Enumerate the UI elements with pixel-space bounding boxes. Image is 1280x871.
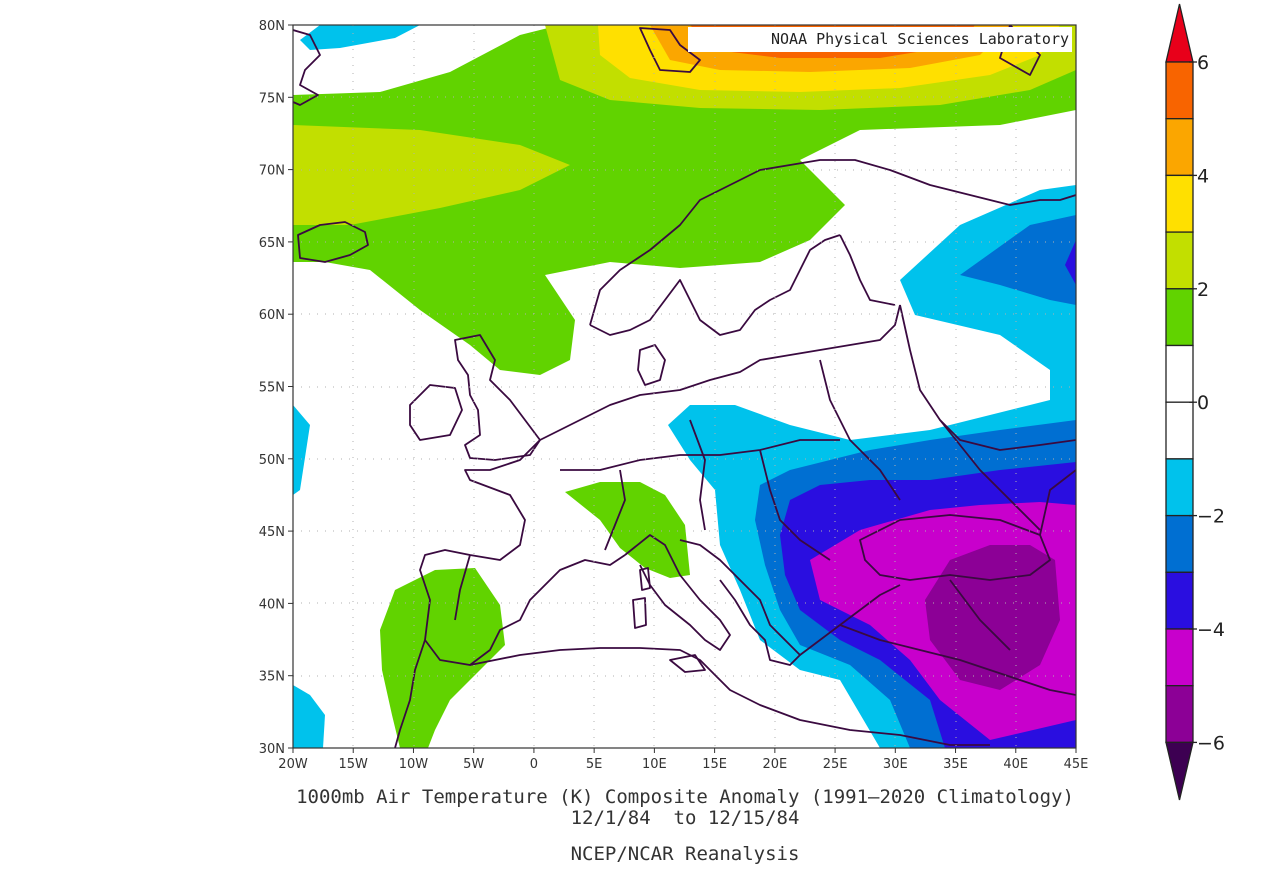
colorbar-segment (1165, 401, 1194, 460)
contour-cold-east-5 (925, 545, 1060, 690)
contour-warm-north-1-2 (293, 25, 1076, 375)
lon-tick-label: 45E (1064, 757, 1089, 772)
colorbar-max-arrow (1165, 3, 1194, 63)
colorbar-segment (1165, 118, 1194, 177)
lat-axis: 30N 35N 40N 45N 50N 55N 60N 65N 70N 75N 80N (259, 19, 293, 757)
lon-tick-label: 25E (823, 757, 848, 772)
colorbar-label: 0 (1197, 392, 1209, 414)
colorbar-segment (1165, 458, 1194, 517)
lat-tick-label: 65N (259, 236, 285, 251)
colorbar-segment (1165, 61, 1194, 120)
lon-tick-label: 5E (586, 757, 603, 772)
colorbar-segment (1165, 628, 1194, 687)
colorbar-segment (1165, 685, 1194, 744)
contour-warm-north-2-3 (293, 125, 570, 225)
colorbar-segment (1165, 571, 1194, 630)
lat-tick-label: 45N (259, 525, 285, 540)
lon-axis: 20W 15W 10W 5W 0 5E 10E 15E 20E 25E 30E 35E 40E 45E (278, 748, 1088, 772)
colorbar-segment (1165, 344, 1194, 403)
lat-tick-label: 60N (259, 308, 285, 323)
caption-title: 1000mb Air Temperature (K) Composite Ano… (296, 786, 1074, 808)
contour-cool-atlantic (293, 405, 310, 495)
lon-tick-label: 15W (339, 757, 369, 772)
grid-lines (293, 25, 1076, 748)
lon-tick-label: 35E (943, 757, 968, 772)
credit-text: NOAA Physical Sciences Laboratory (771, 30, 1069, 48)
coastlines (293, 25, 1076, 748)
colorbar-label: 6 (1197, 52, 1209, 74)
lon-tick-label: 5W (463, 757, 484, 772)
contour-cold-east-2 (960, 215, 1076, 305)
colorbar-label: 4 (1197, 165, 1209, 187)
colorbar: 6 4 2 0 −2 −4 −6 (1165, 3, 1225, 801)
lat-tick-label: 80N (259, 19, 285, 34)
colorbar-segment (1165, 174, 1194, 233)
caption-dates: 12/1/84 to 12/15/84 (570, 807, 800, 829)
lat-tick-label: 75N (259, 91, 285, 106)
lat-tick-label: 40N (259, 597, 285, 612)
colorbar-label: −2 (1197, 506, 1225, 528)
caption-source: NCEP/NCAR Reanalysis (570, 843, 800, 865)
lon-tick-label: 10W (399, 757, 429, 772)
contour-warm-iberia (380, 568, 505, 748)
lat-tick-label: 35N (259, 670, 285, 685)
lon-tick-label: 40E (1003, 757, 1028, 772)
contour-warm-alps (565, 482, 690, 578)
contour-cool-sw (293, 685, 325, 748)
colorbar-label: −6 (1197, 732, 1225, 754)
colorbar-segment (1165, 288, 1194, 347)
colorbar-label: 2 (1197, 279, 1209, 301)
lon-tick-label: 0 (530, 757, 538, 772)
lon-tick-label: 10E (642, 757, 667, 772)
lat-tick-label: 30N (259, 742, 285, 757)
colorbar-segment (1165, 514, 1194, 573)
lon-tick-label: 30E (883, 757, 908, 772)
colorbar-segment (1165, 231, 1194, 290)
lat-tick-label: 50N (259, 453, 285, 468)
lon-tick-label: 20W (278, 757, 308, 772)
lat-tick-label: 70N (259, 164, 285, 179)
anomaly-contours (293, 25, 1076, 748)
lon-tick-label: 20E (762, 757, 787, 772)
colorbar-min-arrow (1165, 741, 1194, 801)
lat-tick-label: 55N (259, 381, 285, 396)
contour-cold-east-3 (1065, 240, 1076, 285)
contour-cool-nw (300, 25, 420, 50)
colorbar-label: −4 (1197, 619, 1225, 641)
credit-box: NOAA Physical Sciences Laboratory (688, 27, 1072, 52)
lon-tick-label: 15E (702, 757, 727, 772)
